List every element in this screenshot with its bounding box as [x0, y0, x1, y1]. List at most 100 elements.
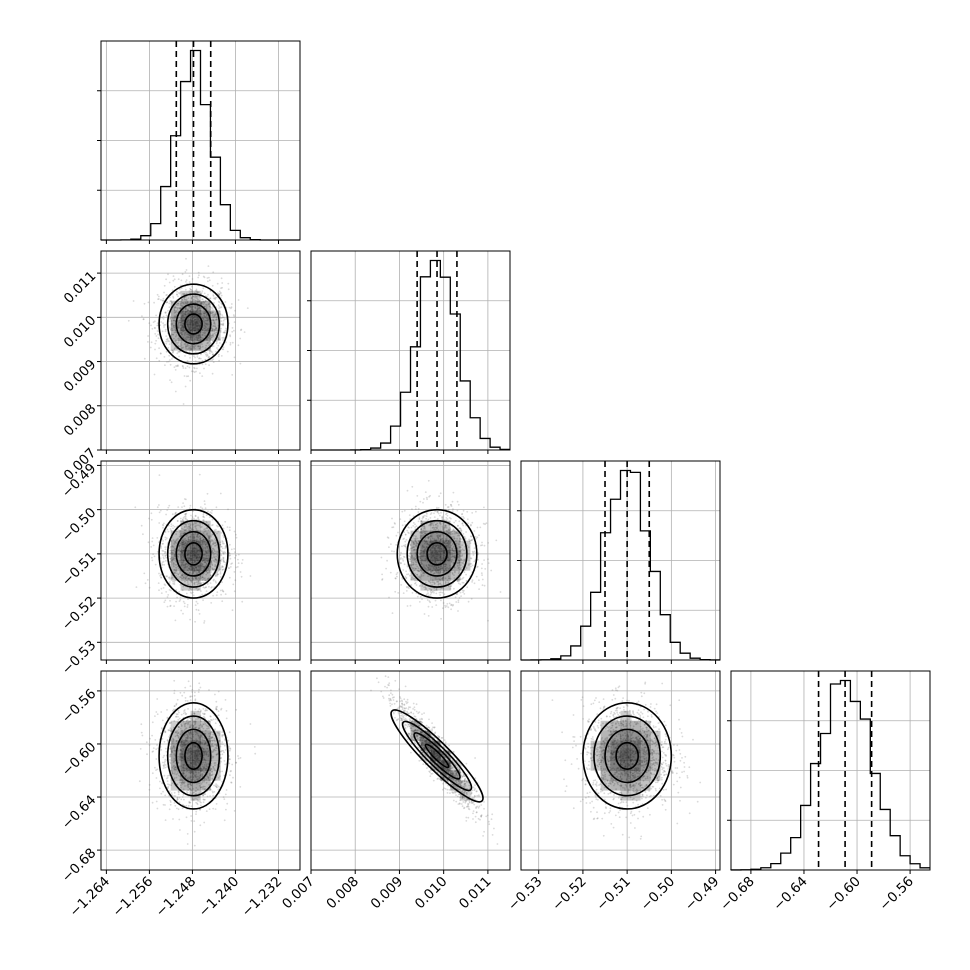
sample-point [186, 333, 188, 336]
sample-point [176, 293, 178, 296]
sample-point [418, 585, 421, 587]
sample-point [215, 581, 217, 584]
sample-point [163, 284, 166, 287]
sample-point [215, 342, 218, 345]
sample-point [151, 540, 154, 543]
sample-point [194, 295, 196, 297]
sample-point [168, 354, 171, 357]
sample-point [228, 567, 231, 569]
sample-point [451, 500, 454, 503]
sample-point [434, 599, 437, 602]
sample-point [211, 524, 213, 527]
sample-point [190, 514, 192, 517]
sample-point [199, 346, 202, 349]
sample-point [215, 506, 218, 509]
sample-point [203, 367, 205, 370]
density-cell [190, 290, 201, 301]
sample-point [235, 536, 238, 539]
sample-point [169, 363, 172, 366]
ytick-label-2-1: −0.52 [59, 593, 100, 634]
sample-point [178, 350, 181, 353]
sample-point [423, 613, 426, 615]
sample-point [205, 514, 208, 517]
sample-point [177, 337, 180, 340]
sample-point [158, 572, 160, 575]
sample-point [229, 554, 232, 557]
sample-point [241, 559, 244, 561]
sample-point [408, 549, 411, 551]
sample-point [140, 524, 143, 527]
sample-point [201, 712, 204, 715]
sample-point [179, 829, 181, 831]
sample-point [207, 317, 210, 319]
sample-point [478, 579, 480, 581]
sample-point [439, 591, 442, 594]
sample-point [212, 328, 215, 331]
sample-point [189, 340, 191, 343]
sample-point [471, 581, 473, 583]
sample-point [164, 311, 167, 314]
sample-point [180, 713, 183, 716]
sample-point [190, 347, 193, 350]
sample-point [445, 512, 448, 515]
sample-point [220, 532, 223, 534]
sample-point [203, 292, 206, 295]
sample-point [447, 606, 450, 609]
sample-point [174, 369, 177, 371]
sample-point [182, 336, 185, 339]
sample-point [475, 510, 477, 513]
sample-point [221, 569, 224, 571]
sample-point [448, 602, 451, 605]
sample-point [172, 297, 175, 299]
sample-point [188, 366, 191, 369]
ytick-label-2-2: −0.51 [59, 549, 100, 590]
sample-point [191, 285, 193, 288]
sample-point [228, 731, 231, 734]
sample-point [417, 520, 420, 523]
sample-point [184, 355, 186, 357]
sample-point [186, 606, 189, 608]
sample-point [198, 309, 200, 311]
sample-point [452, 491, 455, 494]
sample-point [203, 620, 206, 622]
sample-point [176, 290, 178, 293]
sample-point [175, 339, 177, 342]
sample-point [179, 292, 181, 295]
sample-point [205, 708, 207, 710]
sample-point [155, 748, 158, 751]
sample-point [200, 292, 203, 294]
sample-point [183, 302, 185, 305]
sample-point [385, 567, 387, 570]
sample-point [239, 757, 242, 759]
sample-point [412, 521, 415, 524]
sample-point [222, 553, 225, 555]
sample-point [209, 335, 212, 337]
sample-point [166, 528, 169, 531]
sample-point [172, 524, 175, 527]
sample-point [216, 292, 219, 295]
sample-point [155, 314, 158, 317]
sample-point [218, 353, 220, 356]
sample-point [386, 559, 388, 562]
sample-point [470, 562, 473, 565]
density-cell [420, 540, 431, 551]
sample-point [478, 534, 480, 537]
sample-point [166, 709, 168, 711]
sample-point [207, 357, 210, 359]
sample-point [163, 601, 166, 603]
sample-point [140, 731, 143, 734]
sample-point [182, 403, 185, 405]
density-cell [440, 560, 451, 571]
sample-point [142, 533, 144, 536]
sample-point [202, 318, 205, 320]
sample-point [185, 375, 188, 378]
sample-point [465, 531, 467, 533]
sample-point [457, 503, 460, 506]
sample-point [207, 280, 209, 283]
sample-point [163, 356, 166, 358]
sample-point [174, 317, 176, 320]
sample-point [177, 323, 180, 325]
sample-point [214, 296, 217, 299]
sample-point [483, 506, 485, 509]
sample-point [186, 365, 189, 368]
